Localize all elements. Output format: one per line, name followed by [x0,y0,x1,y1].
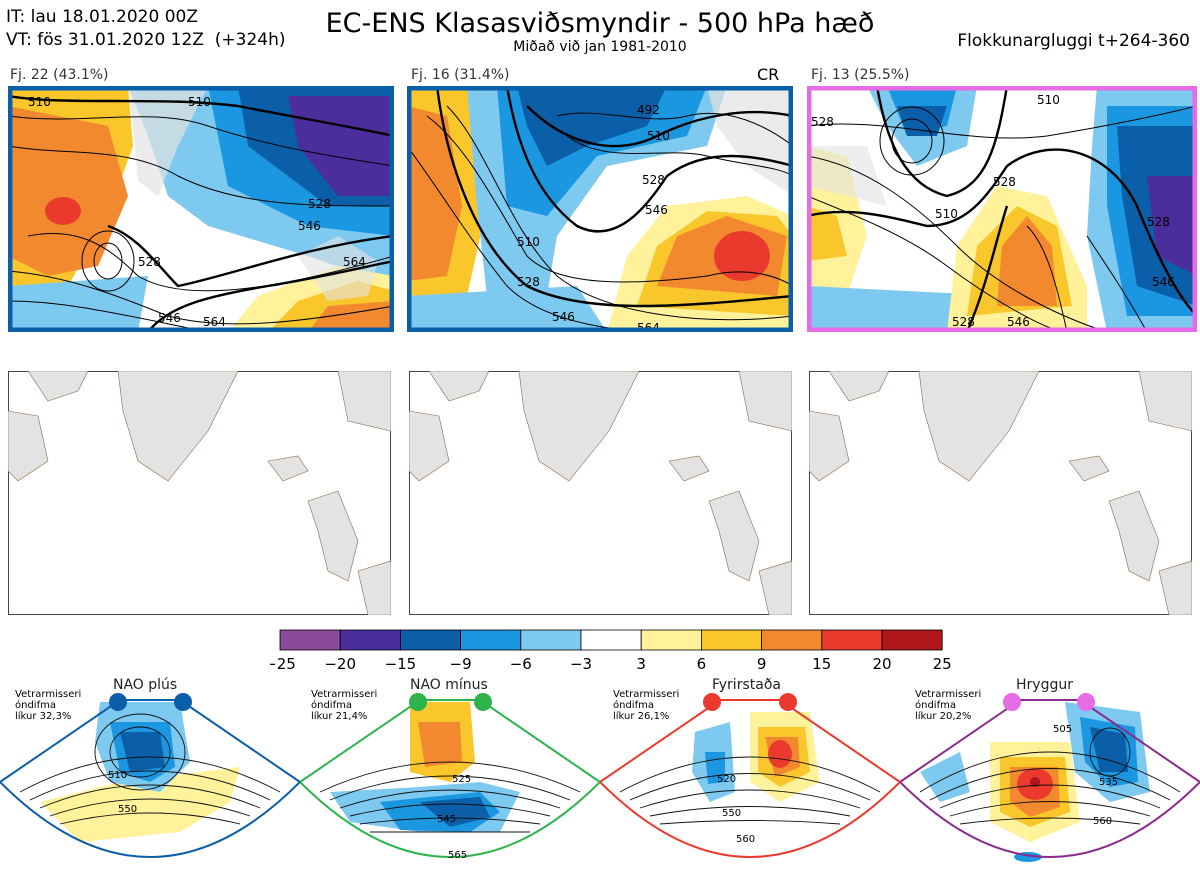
colorbar-tick-label: 3 [636,655,646,672]
regime-info: Vetrarmisseri óndifma líkur 26,1% [613,689,680,722]
regime-name: NAO plús [113,677,178,693]
colorbar-tick-label: 15 [812,655,831,672]
cluster-frame [8,86,394,332]
contour-label: 546 [645,203,668,217]
regime-contour-label: 520 [717,774,736,785]
contour-label: 546 [298,219,321,233]
colorbar-tick-label: −20 [324,655,356,672]
contour-label: 546 [1152,275,1175,289]
regime-contour-label: 535 [1099,777,1118,788]
chart-title: EC-ENS Klasasviðsmyndir - 500 hPa hæð [325,8,875,39]
colorbar-swatch [279,629,341,651]
cluster-label-3: Fj. 13 (25.5%) [811,67,910,83]
anomaly-colorbar: −25 −20 −15 −9 −6 −3 3 6 9 15 20 25 [270,629,952,672]
contour-label: 564 [203,315,226,329]
regime-info: Vetrarmisseri óndifma líkur 20,2% [915,689,982,722]
colorbar-tick-label: −6 [510,655,532,672]
contour-label: 510 [935,207,958,221]
regime-blocking: 520 550 560 Vetrarmisseri óndifma líkur 26… [598,672,902,871]
colorbar-swatch [339,629,401,651]
regime-contour-label: 560 [736,834,755,845]
colorbar-tick-label: −3 [570,655,592,672]
contour-label: 492 [637,103,660,117]
colorbar-swatch [520,629,582,651]
regime-contour-label: 525 [452,774,471,785]
regime-ridge: 505 535 560 Vetrarmisseri óndifma líkur 20… [898,672,1200,871]
regime-name: Fyrirstaða [712,677,781,693]
regime-info: Vetrarmisseri óndifma líkur 32,3% [15,689,82,722]
contour-label: 528 [642,173,665,187]
regime-nao-plus: 510 550 Vetrarmisseri óndifma líkur 32,3% … [0,672,302,871]
contour-label: 564 [637,321,660,332]
contour-label: 528 [952,315,975,329]
colorbar-swatch [821,629,883,651]
regime-name: Hryggur [1016,677,1073,693]
contour-label: 528 [1147,215,1170,229]
colorbar-swatch [399,629,461,651]
contour-label: 528 [993,175,1016,189]
contour-label: 546 [1007,315,1030,329]
contour-label: 510 [1037,93,1060,107]
regime-info: Vetrarmisseri óndifma líkur 21,4% [311,689,378,722]
regime-contour-label: 510 [108,770,127,781]
cluster-map-2: 492 510 528 546 564 510 528 546 [407,86,793,332]
regime-contour-label: 545 [437,814,456,825]
contour-label: 528 [811,115,834,129]
contour-label: 510 [28,95,51,109]
contour-label: 510 [647,129,670,143]
cluster-map-3: 510 528 510 528 546 528 546 528 [807,86,1197,332]
colorbar-swatch [580,629,642,651]
contour-label: 510 [188,95,211,109]
colorbar-swatch [761,629,823,651]
cluster-map-1: 510 528 546 564 546 564 528 510 [8,86,394,332]
contour-label: 546 [158,311,181,325]
contour-label: 528 [138,255,161,269]
colorbar-tick-label: 9 [757,655,767,672]
colorbar-tick-label: 20 [872,655,891,672]
valid-time: VT: fös 31.01.2020 12Z (+324h) [6,30,286,50]
cluster-label-1: Fj. 22 (43.1%) [10,67,109,83]
empty-map-3 [809,371,1192,615]
regime-map: 520 550 560 [598,693,902,858]
contour-label: 528 [517,275,540,289]
colorbar-swatch [700,629,762,651]
colorbar-swatch [640,629,702,651]
regime-map: 510 550 [0,693,302,858]
regime-contour-label: 550 [118,804,137,815]
cluster-frame [407,86,793,332]
regime-contour-label: 565 [448,850,467,861]
cluster-label-2: Fj. 16 (31.4%) [411,67,510,83]
empty-map-1 [8,371,391,615]
init-time: IT: lau 18.01.2020 00Z [6,7,198,27]
regime-name: NAO mínus [410,677,488,693]
colorbar-tick-label: −15 [385,655,417,672]
regime-contour-label: 560 [1093,816,1112,827]
regime-nao-minus: 525 545 565 Vetrarmisseri óndifma líkur 21… [298,672,602,871]
cluster-tag: CR [757,65,780,84]
regime-contour-label: 550 [722,808,741,819]
colorbar-tick-label: 25 [933,655,952,672]
colorbar-swatch [881,629,943,651]
classification-window: Flokkunargluggi t+264-360 [957,31,1190,51]
contour-label: 528 [308,197,331,211]
cluster-frame [807,86,1197,332]
contour-label: 546 [552,310,575,324]
regime-map: 505 535 560 [898,693,1200,862]
empty-map-2 [409,371,792,615]
colorbar-tick-label: −25 [270,655,296,672]
colorbar-swatch [460,629,522,651]
colorbar-tick-label: −9 [450,655,472,672]
contour-label: 564 [343,255,366,269]
contour-label: 510 [517,235,540,249]
regime-map: 525 545 565 [298,693,602,861]
chart-subtitle: Miðað við jan 1981-2010 [513,39,687,55]
regime-contour-label: 505 [1053,724,1072,735]
colorbar-tick-label: 6 [697,655,707,672]
